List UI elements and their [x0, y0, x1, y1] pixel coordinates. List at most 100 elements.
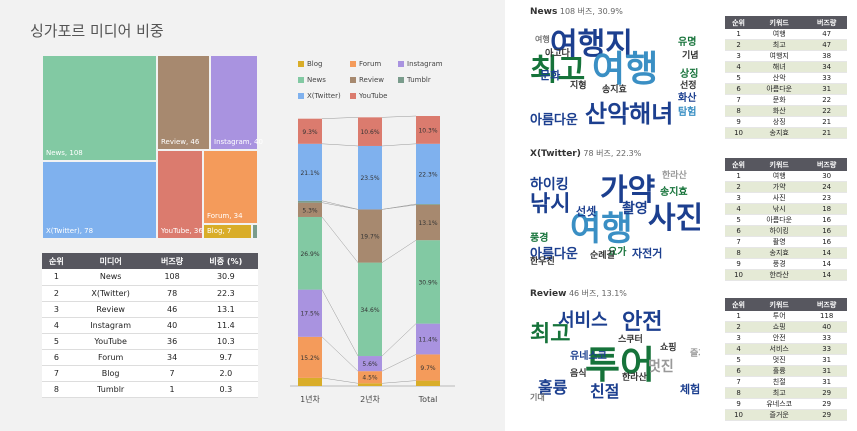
- table-cell: 산악: [752, 72, 807, 84]
- table-cell: 7: [42, 365, 71, 382]
- table-cell: 40: [806, 321, 847, 333]
- connector-line: [321, 117, 359, 119]
- table-row: 9 유네스코 29: [725, 398, 847, 410]
- section-info: 78 버즈, 22.3%: [580, 149, 642, 158]
- legend-swatch: [398, 61, 404, 67]
- table-cell: 하이킹: [752, 225, 807, 237]
- bar-data-label: 9.7%: [420, 365, 436, 372]
- word-cloud-word: 즐거운: [690, 349, 700, 359]
- table-cell: 22: [806, 105, 847, 117]
- table-cell: 33: [806, 332, 847, 344]
- word-cloud-word: 여행: [535, 35, 550, 44]
- table-cell: 유네스코: [752, 398, 807, 410]
- table-cell: 3: [725, 50, 753, 62]
- word-cloud-word: 쇼핑: [660, 343, 677, 353]
- table-cell: 11.4: [193, 317, 258, 334]
- bar-segment-news: [416, 240, 440, 324]
- word-cloud-word: 화산: [678, 93, 697, 104]
- word-cloud-word: 한우진: [530, 257, 555, 267]
- table-cell: 1: [725, 29, 753, 40]
- table-cell: 36: [150, 333, 194, 350]
- table-cell: 2.0: [193, 365, 258, 382]
- table-row: 8 화산 22: [725, 105, 847, 117]
- word-cloud-word: 풍경: [530, 233, 549, 244]
- table-cell: Tumblr: [70, 381, 151, 398]
- table-cell: Review: [70, 301, 151, 318]
- bar-segment-youtube: [416, 116, 440, 144]
- table-cell: 안전: [752, 332, 807, 344]
- word-cloud-word: 선정: [680, 81, 697, 91]
- bar-data-label: 5.3%: [302, 207, 318, 214]
- word-cloud-word: 여행: [570, 209, 633, 249]
- table-cell: 2: [725, 39, 753, 51]
- treemap-cell-blog: Blog, 7: [203, 224, 252, 239]
- table-cell: 31: [806, 365, 847, 377]
- table-cell: 21: [806, 127, 847, 139]
- table-cell: 5: [725, 214, 753, 226]
- table-cell: 47: [806, 39, 847, 51]
- legend-label: YouTube: [359, 92, 388, 100]
- table-cell: 3: [725, 332, 753, 344]
- bar-segment-blog: [298, 377, 322, 386]
- bar-data-label: 21.1%: [300, 170, 319, 177]
- connector-line: [381, 380, 417, 384]
- table-cell: 33: [806, 343, 847, 355]
- word-cloud-word: 낚시: [530, 192, 571, 217]
- legend-item: Blog: [298, 60, 322, 68]
- keyword-col-header: 키워드: [752, 298, 807, 311]
- word-cloud-word: 스쿠터: [618, 335, 643, 345]
- table-cell: 0.3: [193, 381, 258, 398]
- section-name: X(Twitter): [530, 149, 581, 159]
- table-row: 4 서비스 33: [725, 343, 847, 355]
- table-cell: 송지효: [752, 127, 807, 139]
- table-cell: 8: [725, 105, 753, 117]
- table-cell: 7: [150, 365, 194, 382]
- word-cloud-word: 유네스코: [570, 351, 607, 362]
- table-cell: 여행지: [752, 50, 807, 62]
- table-row: 1 투어 118: [725, 311, 847, 322]
- word-cloud-word: 한라산: [662, 171, 687, 181]
- keyword-col-header: 순위: [725, 298, 753, 311]
- word-cloud-word: 순례길: [590, 251, 615, 261]
- table-row: 2 쇼핑 40: [725, 321, 847, 333]
- table-cell: 1: [150, 381, 194, 398]
- bar-data-label: 4.5%: [362, 375, 378, 382]
- table-row: 1 여행 47: [725, 29, 847, 40]
- table-cell: 1: [725, 171, 753, 182]
- table-cell: 16: [806, 236, 847, 248]
- table-cell: 31: [806, 83, 847, 95]
- table-cell: 14: [806, 258, 847, 270]
- table-cell: 9: [725, 258, 753, 270]
- legend-label: Forum: [359, 60, 382, 68]
- treemap-label: X(Twitter), 78: [46, 227, 94, 235]
- section-info: 108 버즈, 30.9%: [557, 7, 623, 16]
- treemap-cell-news: News, 108: [42, 55, 157, 161]
- table-cell: 2: [42, 285, 71, 302]
- keyword-table: 순위 키워드 버즈량 1 여행 47 2 최고 47 3 여행지 38 4 해녀 34 5 산악 33 6 아름다운 3…: [725, 16, 847, 139]
- table-cell: 낚시: [752, 203, 807, 215]
- table-cell: 14: [806, 269, 847, 281]
- table-cell: 1: [42, 269, 71, 286]
- table-cell: 쇼핑: [752, 321, 807, 333]
- legend-item: Forum: [350, 60, 381, 68]
- word-cloud-word: 사진: [648, 201, 700, 236]
- table-row: 7 Blog 7 2.0: [42, 365, 258, 382]
- bar-segment-youtube: [358, 117, 382, 146]
- word-cloud-word: 기념: [682, 51, 699, 61]
- bar-segment-forum: [298, 336, 322, 378]
- bar-segment-review: [298, 202, 322, 217]
- legend-swatch: [350, 93, 356, 99]
- table-cell: 8: [725, 387, 753, 399]
- table-row: 6 Forum 34 9.7: [42, 349, 258, 366]
- bar-segment-news: [358, 262, 382, 357]
- word-cloud-word: 탐험: [678, 107, 697, 118]
- table-row: 3 안전 33: [725, 332, 847, 344]
- bar-segment-news: [298, 216, 322, 290]
- table-cell: 4: [725, 61, 753, 73]
- bar-data-label: 13.1%: [418, 220, 437, 227]
- legend-swatch: [298, 93, 304, 99]
- rank-col-header: 버즈량: [150, 253, 194, 269]
- table-cell: 7: [725, 94, 753, 106]
- table-cell: 사진: [752, 192, 807, 204]
- table-cell: 22: [806, 94, 847, 106]
